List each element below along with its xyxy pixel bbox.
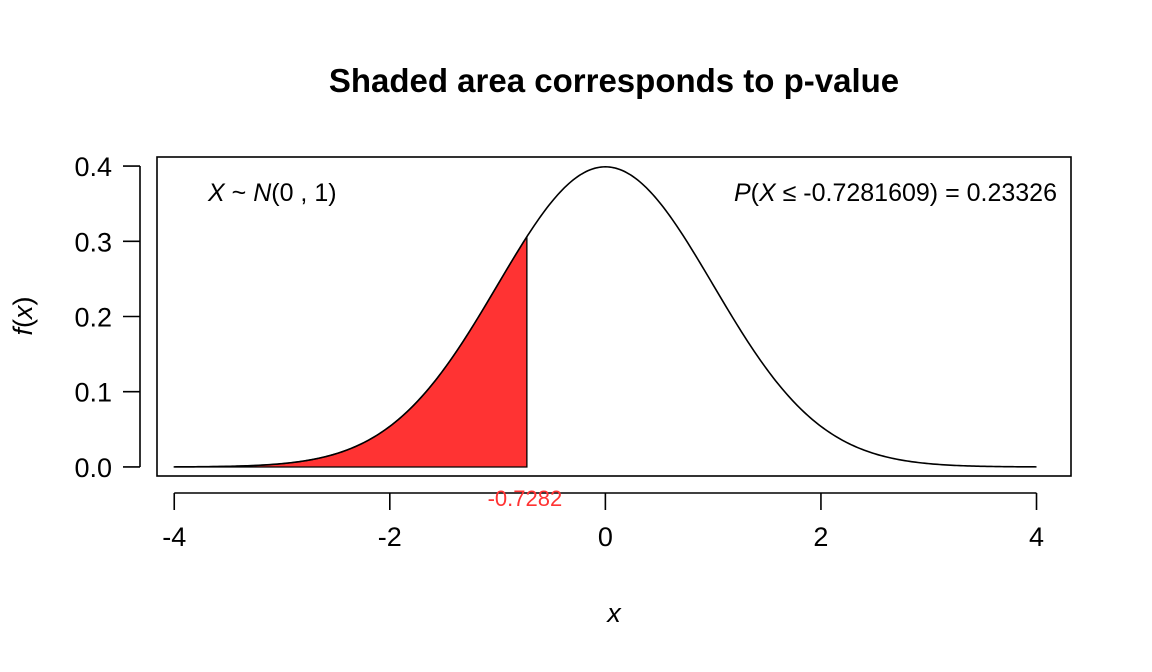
density-curve [174, 166, 1037, 468]
cutoff-label: -0.7282 [488, 486, 563, 511]
prob-p: P [734, 179, 751, 207]
x-tick-label: 0 [598, 522, 613, 552]
y-axis: 0.0 0.1 0.2 0.3 0.4 [74, 152, 141, 483]
y-tick-label: 0.1 [74, 378, 112, 408]
x-tick-label: -2 [378, 522, 402, 552]
prob-rest: ≤ -0.7281609) = 0.23326 [776, 179, 1057, 207]
chart-title: Shaded area corresponds to p-value [329, 62, 899, 99]
prob-open: ( [751, 179, 760, 207]
x-axis-label: x [605, 598, 622, 628]
y-tick-label: 0.2 [74, 303, 112, 333]
prob-var: X [758, 179, 777, 207]
dist-var: X [207, 179, 226, 207]
shaded-area [173, 234, 528, 468]
y-axis-label-arg: x [8, 304, 38, 321]
y-axis-label: f(x) [8, 296, 38, 335]
y-tick-label: 0.3 [74, 227, 112, 257]
dist-name: N [253, 179, 272, 207]
plot-box [156, 156, 1072, 477]
dist-tilde: ~ [225, 179, 254, 207]
x-tick-label: 2 [813, 522, 828, 552]
y-tick-label: 0.0 [74, 453, 112, 483]
probability-annotation: P(X ≤ -0.7281609) = 0.23326 [734, 179, 1057, 207]
x-tick-label: 4 [1029, 522, 1044, 552]
dist-params: (0 , 1) [271, 179, 336, 207]
distribution-annotation: X ~ N(0 , 1) [207, 179, 337, 207]
y-tick-label: 0.4 [74, 152, 112, 182]
x-tick-label: -4 [162, 522, 186, 552]
x-axis: -4 -2 0 2 4 [162, 492, 1044, 552]
y-axis-label-fn: f [8, 326, 38, 336]
